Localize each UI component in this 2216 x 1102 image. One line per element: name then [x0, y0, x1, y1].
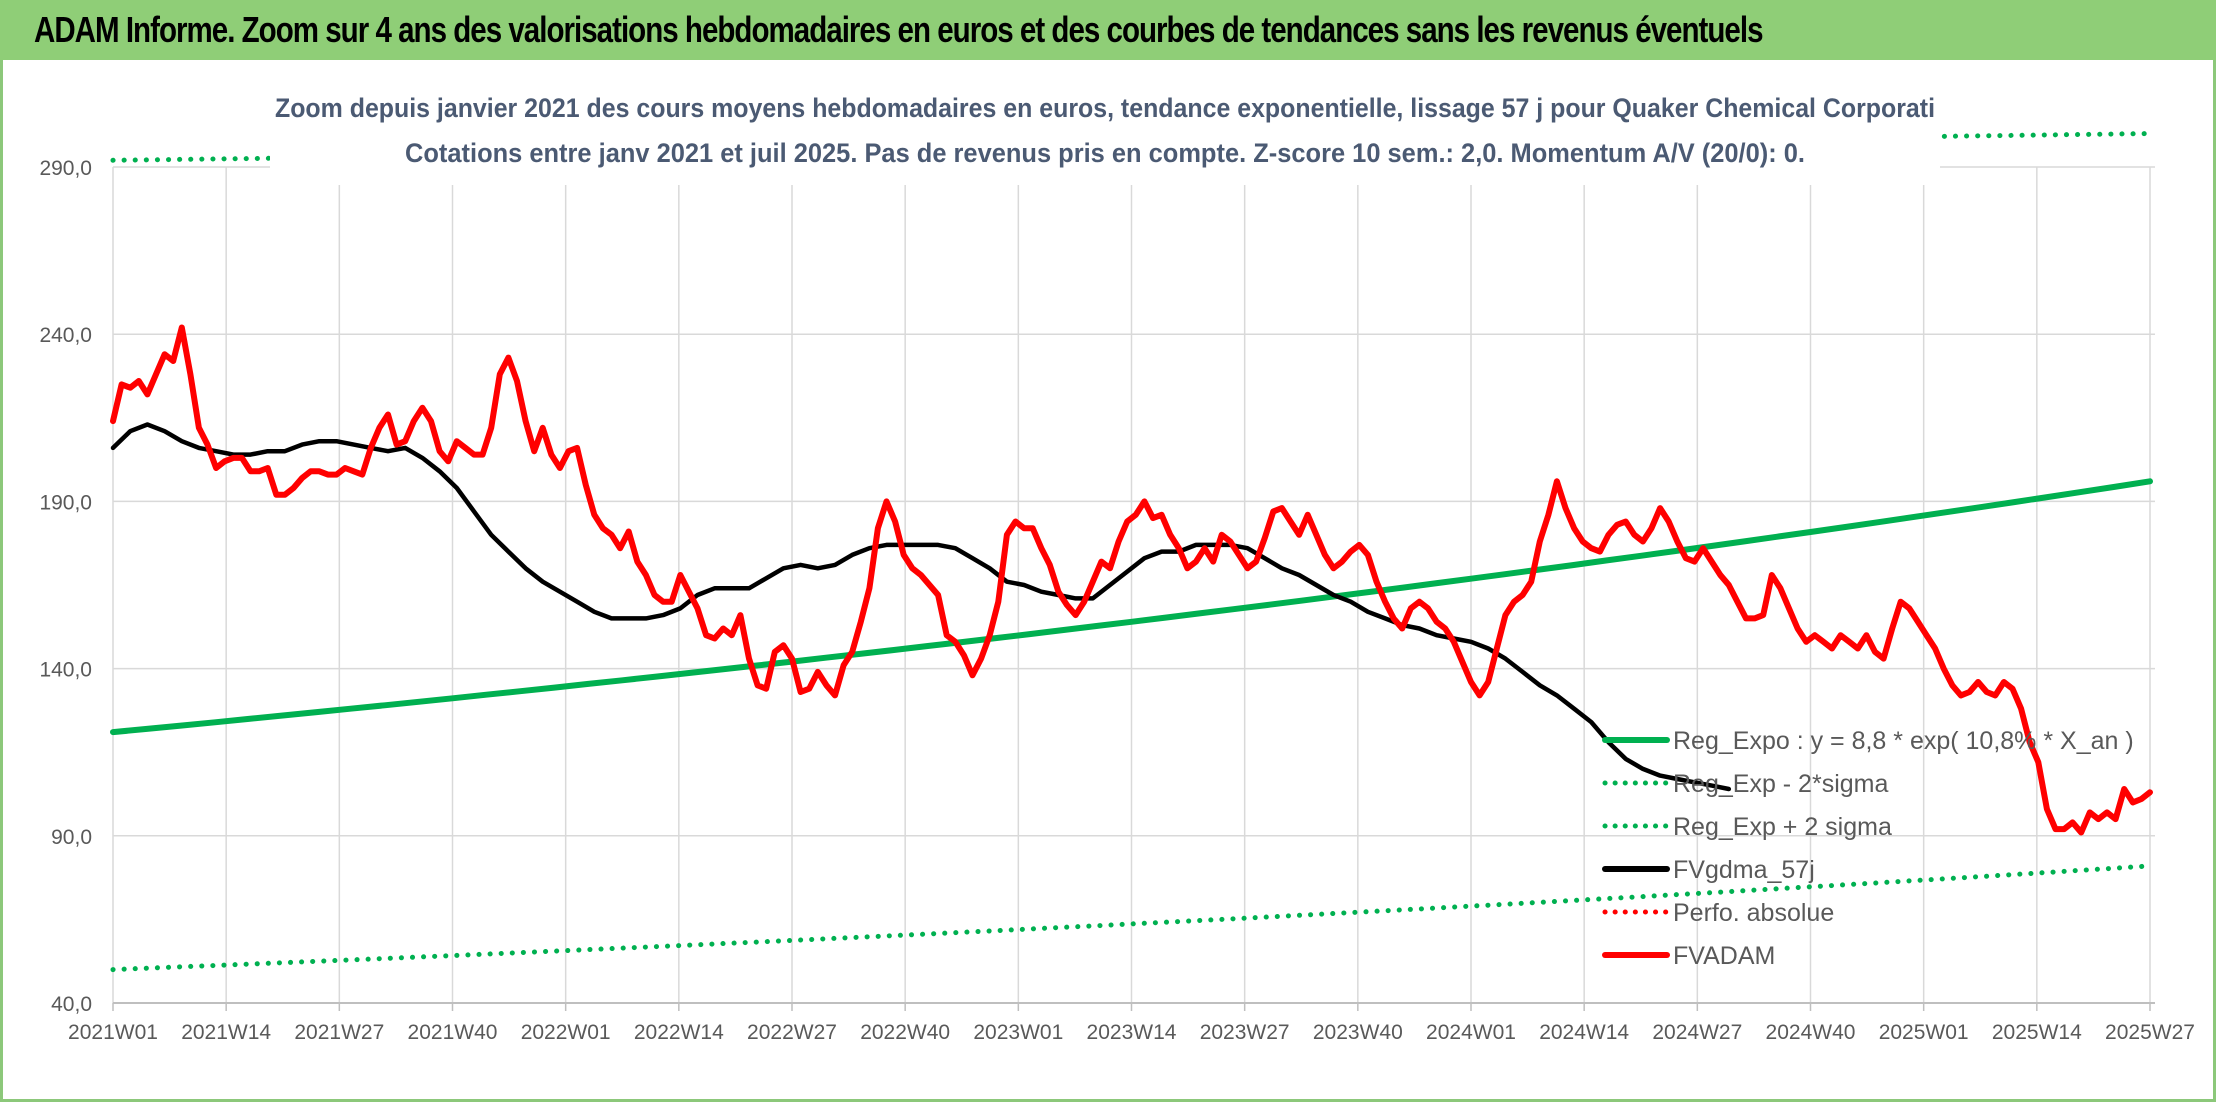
- series-reg-exp-2-sigma: [110, 863, 2153, 973]
- x-tick-label: 2022W14: [634, 1021, 724, 1044]
- y-tick-label: 240,0: [39, 324, 92, 347]
- x-tick-label: 2021W40: [408, 1021, 498, 1044]
- x-tick-label: 2024W40: [1766, 1021, 1856, 1044]
- chart-title-line2: Cotations entre janv 2021 et juil 2025. …: [405, 138, 1805, 168]
- chart-legend: Reg_Expo : y = 8,8 * exp( 10,8% * X_an )…: [1602, 727, 2134, 970]
- y-tick-label: 140,0: [39, 659, 92, 682]
- header-bar: ADAM Informe. Zoom sur 4 ans des valoris…: [0, 0, 2216, 60]
- chart-title-box: Zoom depuis janvier 2021 des cours moyen…: [270, 75, 1940, 185]
- chart-title-line1: Zoom depuis janvier 2021 des cours moyen…: [275, 93, 1935, 123]
- x-axis-ticks: 2021W01 2021W14 2021W27 2021W40 2022W01 2022W…: [68, 1021, 2195, 1044]
- legend-label: FVADAM: [1673, 942, 1775, 970]
- y-axis-ticks: 40,0 90,0 140,0 190,0 240,0 290,0: [39, 157, 92, 1016]
- legend-label: FVgdma_57j: [1673, 856, 1815, 884]
- x-tick-label: 2021W14: [181, 1021, 271, 1044]
- y-tick-label: 290,0: [39, 157, 92, 180]
- x-tick-label: 2021W27: [294, 1021, 384, 1044]
- x-tick-label: 2023W27: [1200, 1021, 1290, 1044]
- header-title: ADAM Informe. Zoom sur 4 ans des valoris…: [34, 9, 1764, 50]
- x-tick-label: 2021W01: [68, 1021, 158, 1044]
- x-tick-label: 2024W27: [1652, 1021, 1742, 1044]
- y-tick-label: 90,0: [51, 826, 92, 849]
- x-tick-label: 2024W14: [1539, 1021, 1629, 1044]
- series-fvadam: [110, 324, 2153, 836]
- legend-label: Perfo. absolue: [1673, 899, 1834, 927]
- x-tick-label: 2025W27: [2105, 1021, 2195, 1044]
- x-tick-label: 2022W27: [747, 1021, 837, 1044]
- series-reg-expo-y-8-8-exp-10-8-x-an: [110, 478, 2153, 736]
- y-tick-label: 40,0: [51, 993, 92, 1016]
- legend-label: Reg_Exp + 2 sigma: [1673, 813, 1892, 841]
- x-tick-label: 2023W40: [1313, 1021, 1403, 1044]
- chart-grid: [112, 166, 2155, 1011]
- x-tick-label: 2023W01: [973, 1021, 1063, 1044]
- x-tick-label: 2022W01: [521, 1021, 611, 1044]
- x-tick-label: 2025W01: [1879, 1021, 1969, 1044]
- series-fvgdma-57j: [110, 422, 1732, 792]
- x-tick-label: 2024W01: [1426, 1021, 1516, 1044]
- legend-label: Reg_Exp - 2*sigma: [1673, 770, 1888, 798]
- x-tick-label: 2022W40: [860, 1021, 950, 1044]
- x-tick-label: 2023W14: [1087, 1021, 1177, 1044]
- legend-label: Reg_Expo : y = 8,8 * exp( 10,8% * X_an ): [1673, 727, 2134, 755]
- x-tick-label: 2025W14: [1992, 1021, 2082, 1044]
- y-tick-label: 190,0: [39, 491, 92, 514]
